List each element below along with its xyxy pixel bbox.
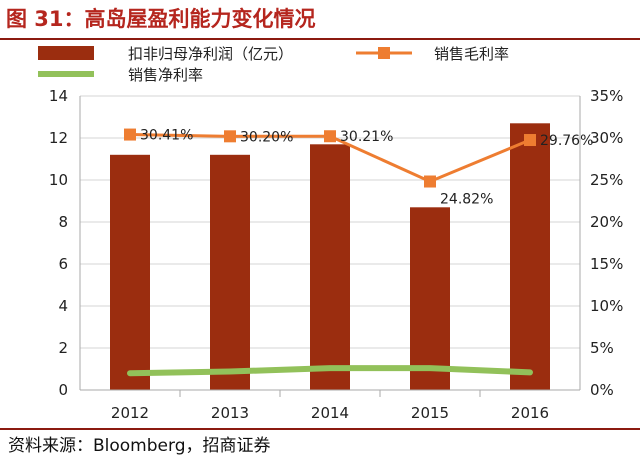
left-axis-tick-label: 6 <box>58 255 68 273</box>
gross-margin-data-label: 29.76% <box>540 133 593 149</box>
right-axis-tick-label: 20% <box>590 213 623 231</box>
source-rule <box>0 428 640 430</box>
left-axis-tick-label: 10 <box>49 171 68 189</box>
figure-title: 图 31：高岛屋盈利能力变化情况 <box>6 7 316 31</box>
left-axis-tick-label: 2 <box>58 339 68 357</box>
left-axis-tick-label: 14 <box>49 87 68 105</box>
legend-label-net-profit: 扣非归母净利润（亿元） <box>128 45 293 63</box>
bar <box>310 144 350 390</box>
bar <box>410 207 450 390</box>
gross-margin-point <box>224 130 236 143</box>
x-axis-tick-label: 2015 <box>411 404 449 422</box>
right-axis-tick-label: 15% <box>590 255 623 273</box>
gross-margin-point <box>524 134 536 147</box>
legend-swatch-gross-marker <box>378 47 390 59</box>
legend-label-net-margin: 销售净利率 <box>128 66 203 84</box>
right-axis-tick-label: 0% <box>590 381 614 399</box>
gross-margin-data-label: 30.20% <box>240 129 293 145</box>
right-axis-tick-label: 30% <box>590 129 623 147</box>
gross-margin-point <box>124 128 136 141</box>
right-axis-tick-label: 25% <box>590 171 623 189</box>
right-axis-tick-label: 10% <box>590 297 623 315</box>
gross-margin-point <box>324 130 336 143</box>
profitability-chart: 30.41% 30.20% 30.21% 24.82% 29.76% 0 2 4 6 8 10 12… <box>38 45 623 422</box>
x-axis-tick-label: 2016 <box>511 404 549 422</box>
gross-margin-data-label: 24.82% <box>440 192 493 208</box>
right-axis-tick-label: 35% <box>590 87 623 105</box>
right-axis-tick-label: 5% <box>590 339 614 357</box>
net-margin-line <box>127 365 533 377</box>
left-axis-tick-label: 4 <box>58 297 68 315</box>
axes: 0 2 4 6 8 10 12 14 0% 5% 10% 15% 20% 25% 30% 35% 2012 201… <box>49 87 623 422</box>
legend-label-gross-margin: 销售毛利率 <box>434 45 509 63</box>
bar-series <box>110 123 550 391</box>
x-axis-tick-label: 2013 <box>211 404 249 422</box>
gross-margin-data-label: 30.21% <box>340 129 393 145</box>
bar <box>510 123 550 391</box>
gross-margin-point <box>424 175 436 188</box>
x-axis-tick-label: 2014 <box>311 404 349 422</box>
source-note: 资料来源：Bloomberg，招商证券 <box>8 436 271 456</box>
title-rule <box>0 38 640 40</box>
bar <box>110 154 150 390</box>
left-axis-tick-label: 0 <box>58 381 68 399</box>
legend-swatch-bar <box>38 46 94 60</box>
bar <box>210 154 250 390</box>
x-axis-tick-label: 2012 <box>111 404 149 422</box>
left-axis-tick-label: 8 <box>58 213 68 231</box>
gross-margin-data-label: 30.41% <box>140 128 193 144</box>
left-axis-tick-label: 12 <box>49 129 68 147</box>
